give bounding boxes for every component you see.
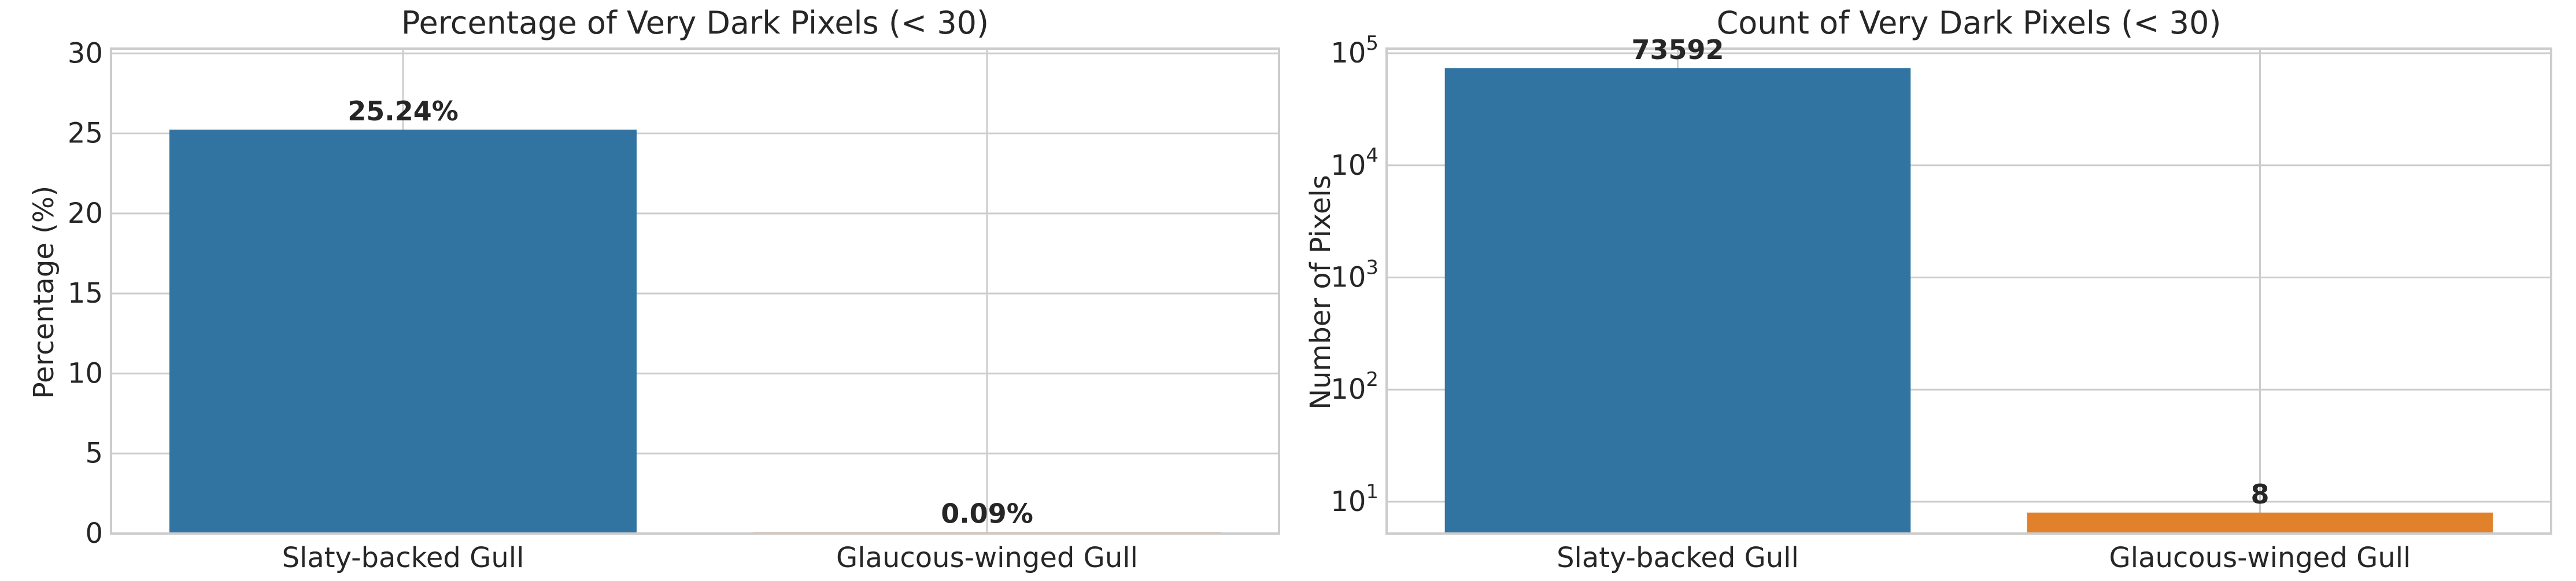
- bar-value-label: 73592: [1631, 34, 1724, 65]
- plot-frame: [1385, 47, 2552, 535]
- y-axis-label: Percentage (%): [28, 186, 60, 399]
- plot-frame: [110, 47, 1280, 535]
- y-tick-label: 10: [68, 357, 103, 389]
- x-tick-label: Slaty-backed Gull: [282, 542, 524, 574]
- bar: [169, 129, 637, 534]
- y-axis-label: Number of Pixels: [1304, 175, 1337, 410]
- plot-area: 25.24% 0.09% Slaty-backed Gull Glaucous-win…: [68, 37, 1280, 574]
- x-tick-label: Slaty-backed Gull: [1557, 542, 1799, 574]
- y-tick-label: 105: [1330, 32, 1378, 69]
- y-tick-label: 0: [85, 517, 103, 550]
- y-tick-label: 101: [1330, 480, 1378, 518]
- y-tick-label: 20: [68, 197, 103, 230]
- y-tick-label: 102: [1330, 368, 1378, 406]
- chart-title: Count of Very Dark Pixels (< 30): [1717, 5, 2222, 41]
- chart-title: Percentage of Very Dark Pixels (< 30): [401, 5, 989, 41]
- y-tick-label: 25: [68, 117, 103, 150]
- x-tick-label: Glaucous-winged Gull: [836, 542, 1138, 574]
- y-tick-label: 30: [68, 37, 103, 69]
- bar: [2027, 512, 2493, 534]
- x-tick-label: Glaucous-winged Gull: [2109, 542, 2411, 574]
- y-tick-label: 104: [1330, 144, 1378, 182]
- chart-percentage: Percentage of Very Dark Pixels (< 30) Pe…: [28, 5, 1280, 574]
- chart-count: Count of Very Dark Pixels (< 30) Number …: [1304, 5, 2552, 574]
- plot-area: 73592 8 Slaty-backed Gull Glaucous-winged G…: [1330, 32, 2552, 574]
- y-tick-label: 5: [85, 437, 103, 470]
- bar-value-label: 25.24%: [348, 95, 459, 127]
- bar-value-label: 0.09%: [941, 498, 1033, 529]
- y-tick-label: 15: [68, 277, 103, 310]
- bar: [1444, 68, 1911, 534]
- bar-value-label: 8: [2250, 479, 2269, 510]
- y-tick-label: 103: [1330, 256, 1378, 293]
